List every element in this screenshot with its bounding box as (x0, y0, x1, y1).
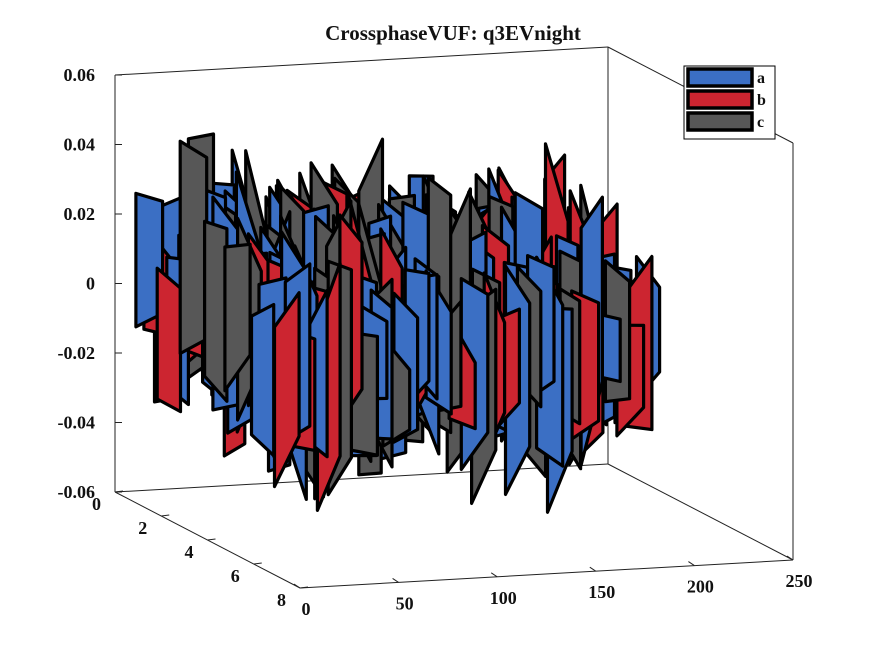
z-tick-label: 0 (86, 274, 95, 294)
y-tick-mark (253, 562, 262, 565)
y-tick-label: 0 (92, 494, 101, 514)
legend-label: b (757, 92, 766, 109)
y-tick-label: 2 (138, 518, 147, 538)
legend-swatch (686, 89, 754, 110)
z-tick-label: 0.06 (64, 65, 96, 85)
z-tick-label: 0.04 (64, 135, 96, 155)
x-tick-label: 200 (687, 577, 714, 597)
x-tick-mark (293, 583, 301, 589)
x-tick-mark (786, 555, 794, 561)
legend: abc (683, 65, 776, 140)
y-axis-ticks: 0 2 4 6 8 (92, 490, 309, 610)
legend-swatch (686, 111, 754, 132)
z-axis-ticks: 0.06 0.04 0.02 0 -0.02 -0.04 -0.06 (58, 65, 122, 502)
x-tick-label: 250 (786, 571, 813, 591)
z-tick-label: -0.04 (58, 413, 96, 433)
z-tick-label: 0.02 (64, 204, 96, 224)
x-tick-label: 150 (588, 582, 615, 602)
x-tick-label: 0 (302, 599, 311, 619)
x-axis-ticks: 0 50 100 150 200 250 (293, 555, 813, 619)
ribbon-patch (272, 291, 301, 489)
x-tick-mark (688, 561, 695, 567)
ribbon-patch (203, 219, 229, 403)
z-tick-label: -0.06 (58, 482, 96, 502)
y-tick-label: 8 (277, 590, 286, 610)
y-tick-mark (114, 490, 124, 493)
y-tick-mark (161, 514, 170, 517)
x-tick-mark (589, 566, 597, 572)
legend-swatch (686, 67, 754, 88)
y-tick-label: 6 (231, 566, 240, 586)
ribbon-patch (178, 139, 209, 356)
x-tick-label: 50 (396, 593, 414, 613)
x-tick-mark (490, 572, 498, 578)
chart-title: CrossphaseVUF: q3EVnight (325, 21, 581, 45)
y-tick-mark (207, 538, 216, 541)
x-tick-label: 100 (490, 588, 517, 608)
legend-label: a (757, 70, 765, 87)
x-tick-mark (392, 577, 399, 583)
legend-label: c (757, 114, 764, 131)
y-tick-label: 4 (185, 542, 194, 562)
ribbon-surfaces (134, 132, 662, 514)
ribbon-patch (155, 266, 183, 414)
z-tick-label: -0.02 (58, 343, 96, 363)
ribbon-patch (249, 302, 276, 458)
y-tick-mark (299, 586, 309, 589)
